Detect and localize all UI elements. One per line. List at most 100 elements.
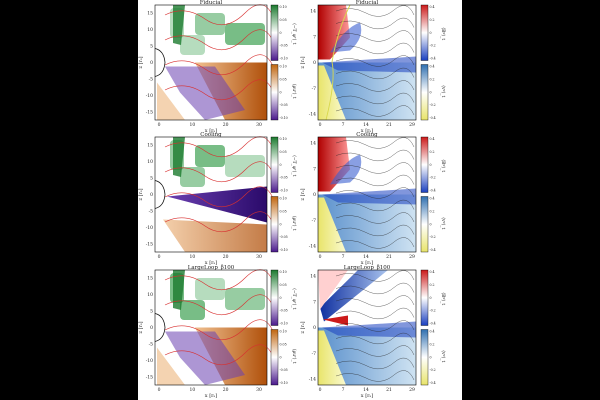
colorbar-tick-label: -0.2 bbox=[430, 176, 436, 180]
x-axis-label: x [rₛ] bbox=[361, 260, 373, 266]
streamline bbox=[335, 345, 415, 357]
green-torque-region bbox=[225, 155, 265, 177]
x-axis-label: x [rₛ] bbox=[205, 128, 217, 134]
colorbar-bottom bbox=[420, 196, 429, 253]
x-tick-label: 21 bbox=[386, 387, 392, 393]
black-hole-outline bbox=[154, 180, 166, 209]
contour-line bbox=[164, 319, 276, 341]
contour-line bbox=[164, 54, 276, 76]
x-tick-label: 10 bbox=[189, 254, 195, 260]
streamline bbox=[335, 105, 415, 117]
y-tick-label: -14 bbox=[309, 112, 316, 118]
green-torque-region bbox=[180, 300, 205, 320]
green-torque-region bbox=[180, 167, 205, 187]
y-tick-label: 10 bbox=[147, 27, 153, 33]
x-tick-label: 20 bbox=[223, 122, 229, 128]
streamline bbox=[335, 270, 415, 282]
colorbar-tick-label: 0.4 bbox=[430, 137, 435, 141]
colorbar-top-label: ⟨−T_φʳ⟩_t bbox=[291, 155, 297, 176]
colorbar-tick-label: -0.10 bbox=[280, 116, 288, 120]
colorbar-tick-label: -0.10 bbox=[280, 381, 288, 385]
colorbar-top bbox=[420, 4, 429, 61]
y-axis-label: z [rₛ] bbox=[138, 188, 144, 200]
streamline bbox=[335, 237, 415, 249]
colorbar-tick-label: 0.10 bbox=[280, 137, 287, 141]
y-tick-label: 14 bbox=[310, 274, 316, 280]
colorbar-tick-label: 0.2 bbox=[430, 283, 435, 287]
contour-line bbox=[164, 294, 276, 316]
x-tick-label: 30 bbox=[256, 254, 262, 260]
colorbar-tick-label: -0.10 bbox=[280, 248, 288, 252]
y-tick-label: 7 bbox=[313, 299, 316, 305]
colorbar-bottom-label: ⟨ρuʳ⟩_t bbox=[291, 349, 297, 364]
streamline bbox=[335, 357, 415, 370]
colorbar-tick-label: 0 bbox=[280, 163, 282, 167]
x-tick-label: 21 bbox=[386, 254, 392, 260]
contour-line bbox=[164, 161, 276, 183]
streamline bbox=[335, 332, 415, 345]
green-torque-region bbox=[225, 23, 265, 45]
y-tick-label: 14 bbox=[310, 141, 316, 147]
colorbar-bottom bbox=[420, 64, 429, 121]
colorbar-top bbox=[270, 269, 279, 326]
x-tick-label: 21 bbox=[386, 122, 392, 128]
streamline bbox=[335, 224, 415, 237]
rows-layer: Fiducial 15 10 5 0 -5 -10 -15 0 10 20 30 x [rₛ] z [rₛ… bbox=[138, 0, 446, 399]
x-tick-label: 0 bbox=[158, 254, 161, 260]
streamline bbox=[335, 320, 415, 332]
colorbar-tick-label: -0.2 bbox=[430, 368, 436, 372]
black-hole-outline bbox=[154, 313, 166, 342]
colorbar-tick-label: 0 bbox=[430, 163, 432, 167]
x-tick-label: 10 bbox=[189, 122, 195, 128]
colorbar-tick-label: 0.10 bbox=[280, 197, 287, 201]
x-tick-label: 14 bbox=[363, 387, 369, 393]
colorbar-tick-label: -0.2 bbox=[430, 103, 436, 107]
streamline bbox=[335, 282, 415, 295]
green-torque-region bbox=[180, 35, 205, 55]
black-hole-outline bbox=[154, 48, 166, 77]
colorbar-tick-label: 0.10 bbox=[280, 270, 287, 274]
right-panel-title: Cooling bbox=[356, 132, 378, 138]
streamline bbox=[335, 149, 415, 162]
y-axis-label: z [rₛ] bbox=[138, 321, 144, 333]
streamline bbox=[335, 295, 415, 307]
x-tick-label: 0 bbox=[158, 387, 161, 393]
colorbar-tick-label: 0 bbox=[280, 296, 282, 300]
y-axis-label: z [rₛ] bbox=[300, 56, 306, 68]
orange-flux-region bbox=[157, 347, 185, 385]
y-tick-label: 0 bbox=[313, 60, 316, 66]
colorbar-tick-label: 0 bbox=[430, 31, 432, 35]
colorbar-top-label: ⟨Bᵠ⟩_t bbox=[440, 159, 446, 172]
y-tick-label: -15 bbox=[146, 375, 153, 381]
streamline bbox=[335, 30, 415, 42]
y-tick-label: -5 bbox=[149, 209, 154, 215]
x-axis-label: x [rₛ] bbox=[205, 393, 217, 399]
colorbar-top bbox=[420, 269, 429, 326]
colorbar-bottom bbox=[270, 64, 279, 121]
figure-row: Cooling 15 10 5 0 -5 -10 -15 0 10 20 30 x [rₛ] z [rₛ]… bbox=[138, 132, 446, 266]
y-tick-label: 5 bbox=[150, 309, 153, 315]
left-panel-frame bbox=[154, 269, 268, 386]
yellow-velocity-region bbox=[318, 330, 346, 385]
y-tick-label: -5 bbox=[149, 77, 154, 83]
streamline bbox=[335, 17, 415, 30]
y-tick-label: 10 bbox=[147, 159, 153, 165]
streamline bbox=[335, 162, 415, 174]
colorbar-tick-label: 0 bbox=[280, 222, 282, 226]
colorbar-top-label: ⟨Bᵠ⟩_t bbox=[440, 27, 446, 40]
y-tick-label: 5 bbox=[150, 44, 153, 50]
colorbar-bottom-label: ⟨vᵠ⟩_t bbox=[440, 217, 446, 229]
figure-row: Fiducial 15 10 5 0 -5 -10 -15 0 10 20 30 x [rₛ] z [rₛ… bbox=[138, 0, 446, 134]
streamline bbox=[335, 92, 415, 105]
green-torque-region bbox=[225, 288, 265, 310]
colorbar-tick-label: -0.4 bbox=[430, 189, 436, 193]
colorbar-tick-label: 0 bbox=[430, 90, 432, 94]
streamline bbox=[335, 174, 415, 187]
x-tick-label: 30 bbox=[256, 387, 262, 393]
colorbar-tick-label: 0.05 bbox=[280, 77, 287, 81]
colorbar-tick-label: -0.4 bbox=[430, 248, 436, 252]
colorbar-top-label: ⟨Bᵠ⟩_t bbox=[440, 292, 446, 305]
colorbar-tick-label: 0.10 bbox=[280, 65, 287, 69]
